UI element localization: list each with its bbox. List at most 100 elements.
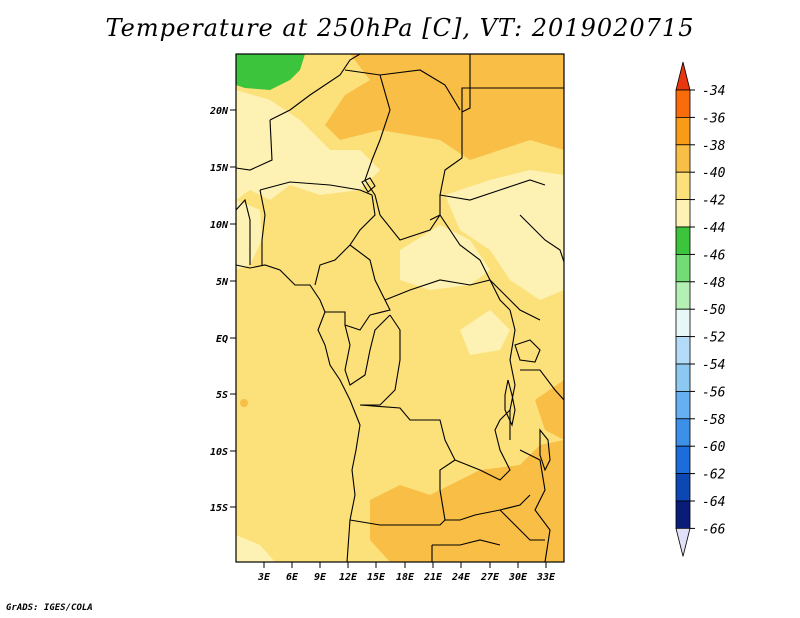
field-warm-spot (240, 399, 248, 407)
lon-label-24e: 24E (451, 572, 471, 583)
border-niger-chad (364, 74, 391, 216)
border-ghana (236, 198, 251, 265)
colorbar-bottom-arrow (675, 528, 691, 557)
field-light-east (445, 170, 564, 300)
colorbar-label: -40 (702, 166, 726, 181)
lon-label-9e: 9E (314, 572, 327, 583)
lon-label-6e: 6E (286, 572, 299, 583)
colorbar-label: -46 (702, 248, 726, 263)
lat-label-5n: 5N (216, 277, 229, 288)
lat-label-15s: 15S (210, 503, 228, 514)
colorbar-label: -44 (702, 221, 725, 236)
lat-label-5s: 5S (216, 390, 228, 401)
lon-label-21e: 21E (423, 572, 443, 583)
colorbar-label: -48 (702, 276, 726, 291)
field-cold-green (236, 54, 305, 90)
field-light-southwest (236, 535, 275, 562)
colorbar-label: -36 (702, 111, 726, 126)
lon-label-27e: 27E (480, 572, 500, 583)
colorbar-segment (675, 390, 691, 420)
coastline-west (236, 264, 361, 562)
border-mozambique (519, 449, 551, 562)
colorbar-segment (675, 445, 691, 475)
border-drc-east (509, 309, 516, 440)
lon-label-33e: 33E (536, 572, 556, 583)
border-zambia-south (445, 494, 531, 521)
colorbar-label: -62 (702, 468, 726, 483)
border-north-1 (269, 54, 361, 121)
colorbar-segment (675, 308, 691, 338)
colorbar-segment (675, 418, 691, 447)
field-light-north-west (236, 90, 380, 200)
border-cameroon-car (349, 244, 391, 316)
lake-tanganyika (504, 379, 516, 427)
colorbar-segment (675, 336, 691, 365)
lake-malawi (539, 428, 551, 472)
border-north-3 (429, 54, 471, 221)
colorbar-segment (675, 281, 691, 310)
map-frame (235, 53, 565, 563)
border-sudan-ss (439, 179, 546, 201)
border-drc-west (360, 314, 401, 406)
lat-label-10n: 10N (210, 220, 229, 231)
field-light-west (236, 200, 262, 270)
colorbar-segment (675, 171, 691, 200)
lon-label-30e: 30E (508, 572, 528, 583)
colorbar-label: -60 (702, 440, 726, 455)
colorbar-label: -66 (702, 522, 726, 537)
lat-label-20n: 20N (209, 106, 229, 117)
lat-ticks (230, 109, 236, 508)
border-angola-drc (359, 404, 456, 521)
border-mali-niger (236, 119, 273, 171)
border-benin (259, 189, 266, 265)
border-ss-drc (489, 279, 541, 321)
border-ethiopia (519, 214, 564, 263)
colorbar-label: -42 (702, 194, 726, 209)
field-light-equator (460, 310, 510, 355)
lake-victoria (514, 339, 541, 363)
colorbar-label: -64 (702, 495, 725, 510)
border-tanzania (520, 369, 564, 401)
field-warm-east (535, 380, 564, 440)
colorbar-segment (675, 117, 691, 146)
border-chad-car (379, 214, 491, 281)
grads-credit: GrADS: IGES/COLA (6, 603, 93, 613)
colorbar-segment (675, 500, 691, 529)
colorbar-segment (675, 89, 691, 118)
colorbar-segment (675, 199, 691, 228)
colorbar-label: -54 (702, 358, 725, 373)
lon-label-12e: 12E (339, 572, 358, 583)
lat-label-eq: EQ (216, 334, 228, 345)
border-zimbabwe (499, 509, 545, 541)
field-warm-north (325, 54, 564, 160)
country-borders (236, 54, 564, 562)
colorbar-segment (675, 144, 691, 173)
colorbar-label: -34 (702, 84, 725, 99)
border-zambia (454, 409, 511, 481)
border-namibia-botswana (432, 539, 501, 546)
border-congo (344, 314, 391, 386)
border-angola-namibia (349, 519, 446, 526)
temperature-field (236, 54, 564, 562)
border-niger-nigeria (259, 181, 373, 196)
lon-label-18e: 18E (396, 572, 415, 583)
colorbar-label: -52 (702, 331, 726, 346)
colorbar-top-arrow (675, 61, 691, 91)
map-title: Temperature at 250hPa [C], VT: 201902071… (105, 14, 695, 42)
lon-label-3e: 3E (257, 572, 271, 583)
border-libya-egypt (461, 87, 564, 112)
colorbar-label: -50 (702, 303, 726, 318)
lon-label-15e: 15E (367, 572, 386, 583)
border-north-2 (344, 69, 461, 111)
field-light-center (400, 225, 490, 290)
colorbar: -34 -36 -38 -40 -42 -44 -46 -48 -50 -52 -54 -56 -58 -… (675, 61, 726, 557)
lon-ticks (263, 562, 547, 568)
colorbar-segment (675, 253, 691, 283)
colorbar-segment (675, 473, 691, 502)
colorbar-segment (675, 363, 691, 392)
colorbar-label: -38 (702, 139, 726, 154)
field-warm-south (370, 440, 564, 562)
lake-chad (361, 177, 376, 193)
colorbar-segment (675, 226, 691, 255)
